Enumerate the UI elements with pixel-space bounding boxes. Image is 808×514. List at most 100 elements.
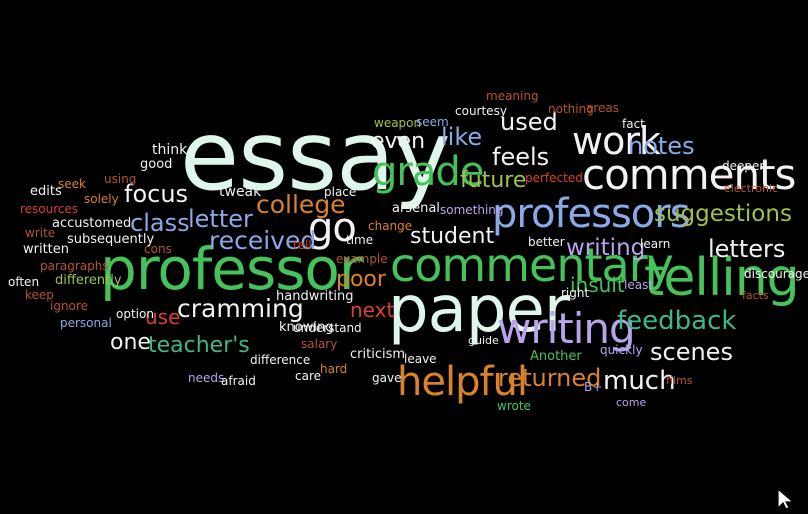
- word-seem: seem: [416, 115, 449, 129]
- word-meaning: meaning: [486, 89, 539, 103]
- word-electronic: electronic: [724, 182, 779, 195]
- word-class: class: [130, 209, 190, 237]
- word-change: change: [368, 219, 413, 233]
- word-poor: poor: [336, 267, 386, 292]
- word-keep: keep: [25, 288, 54, 302]
- word-handwriting: handwriting: [276, 289, 354, 304]
- word-returned: returned: [498, 364, 602, 392]
- word-knowing: knowing: [279, 320, 334, 335]
- word-edits: edits: [30, 184, 62, 199]
- word-one: one: [110, 330, 151, 355]
- word-courtesy: courtesy: [455, 104, 507, 118]
- word-cons: cons: [144, 242, 172, 256]
- word-student: student: [410, 224, 495, 249]
- word-professors: professors: [492, 191, 691, 237]
- word-example: example: [336, 252, 388, 266]
- word-paragraphs: paragraphs: [40, 259, 109, 273]
- word-differently: differently: [55, 273, 122, 288]
- word-option: option: [116, 307, 154, 321]
- word-written: written: [23, 242, 70, 257]
- word-tell: tell: [293, 238, 312, 252]
- word-even: even: [371, 129, 426, 154]
- word-hard: hard: [320, 362, 348, 376]
- word-accustomed: accustomed: [52, 216, 132, 231]
- word-commentary: commentary: [390, 238, 674, 292]
- word-right: right: [561, 286, 590, 300]
- word-future: future: [460, 168, 527, 193]
- word-essay: essay: [180, 100, 451, 212]
- word-gave: gave: [372, 371, 402, 385]
- word-letters: letters: [708, 235, 786, 263]
- word-suggestions: suggestions: [654, 201, 792, 227]
- word-insult: insult: [570, 273, 625, 297]
- word-grade: grade: [372, 149, 484, 195]
- word-resources: resources: [20, 202, 79, 216]
- word-learn: learn: [640, 237, 671, 251]
- word-solely: solely: [84, 192, 119, 206]
- word-good: good: [140, 157, 173, 172]
- word-notes: notes: [628, 132, 695, 160]
- mouse-pointer-icon: [776, 487, 800, 510]
- word-needs: needs: [188, 371, 225, 385]
- word-feels: feels: [492, 143, 550, 171]
- word-afraid: afraid: [221, 374, 256, 388]
- word-nothing: nothing: [548, 102, 594, 116]
- word-quickly: quickly: [600, 343, 643, 357]
- word-subsequently: subsequently: [67, 232, 155, 247]
- word-paper: paper: [388, 273, 570, 347]
- word-weapon: weapon: [374, 116, 422, 130]
- word-college: college: [256, 190, 346, 219]
- word-something: something: [440, 203, 504, 217]
- word-leave: leave: [404, 352, 437, 366]
- word-care: care: [295, 369, 322, 383]
- word-go: go: [308, 205, 357, 251]
- word-think: think: [152, 142, 188, 158]
- word-areas: areas: [586, 101, 620, 115]
- word-understand: understand: [293, 321, 362, 335]
- word-ignore: ignore: [50, 299, 88, 313]
- word-writing-small: writing: [566, 235, 646, 261]
- word-another: Another: [530, 349, 582, 364]
- word-b-plus: B+: [584, 380, 603, 394]
- word-deeper: deeper: [722, 159, 765, 173]
- word-place: place: [324, 185, 357, 199]
- word-come: come: [616, 396, 647, 409]
- word-criticism: criticism: [350, 347, 406, 362]
- word-guide: guide: [468, 334, 499, 347]
- word-arsenal: arsenal: [392, 201, 440, 216]
- word-letter: letter: [188, 205, 253, 233]
- word-facts: facts: [742, 289, 769, 302]
- word-comments: comments: [582, 150, 796, 199]
- word-teachers: teacher's: [148, 333, 250, 358]
- word-telling: telling: [644, 248, 800, 308]
- word-tweak: tweak: [219, 184, 262, 200]
- word-using: using: [104, 172, 137, 186]
- word-writing-large: writing: [497, 304, 636, 353]
- word-next: next: [350, 298, 395, 322]
- word-perfected: perfected: [525, 171, 583, 185]
- word-write: write: [25, 226, 56, 240]
- word-scenes: scenes: [650, 338, 733, 366]
- word-least: least: [624, 278, 654, 292]
- word-wrote: wrote: [497, 399, 531, 413]
- word-films: films: [666, 374, 693, 387]
- word-helpful: helpful: [397, 359, 528, 405]
- word-focus: focus: [124, 180, 189, 208]
- word-use: use: [145, 305, 181, 329]
- word-difference: difference: [250, 353, 311, 367]
- word-received: received: [209, 226, 317, 255]
- word-much: much: [603, 366, 676, 396]
- word-discouraged: discouraged: [744, 267, 808, 281]
- word-time: time: [346, 233, 374, 247]
- word-seek: seek: [58, 177, 86, 191]
- word-used: used: [500, 108, 558, 136]
- word-often: often: [8, 275, 40, 289]
- word-feedback: feedback: [617, 306, 737, 336]
- word-work: work: [572, 119, 661, 163]
- word-professor: professor: [100, 235, 363, 303]
- word-salary: salary: [301, 337, 338, 351]
- word-personal: personal: [60, 316, 112, 330]
- word-cramming: cramming: [177, 294, 304, 323]
- word-like: like: [441, 123, 483, 151]
